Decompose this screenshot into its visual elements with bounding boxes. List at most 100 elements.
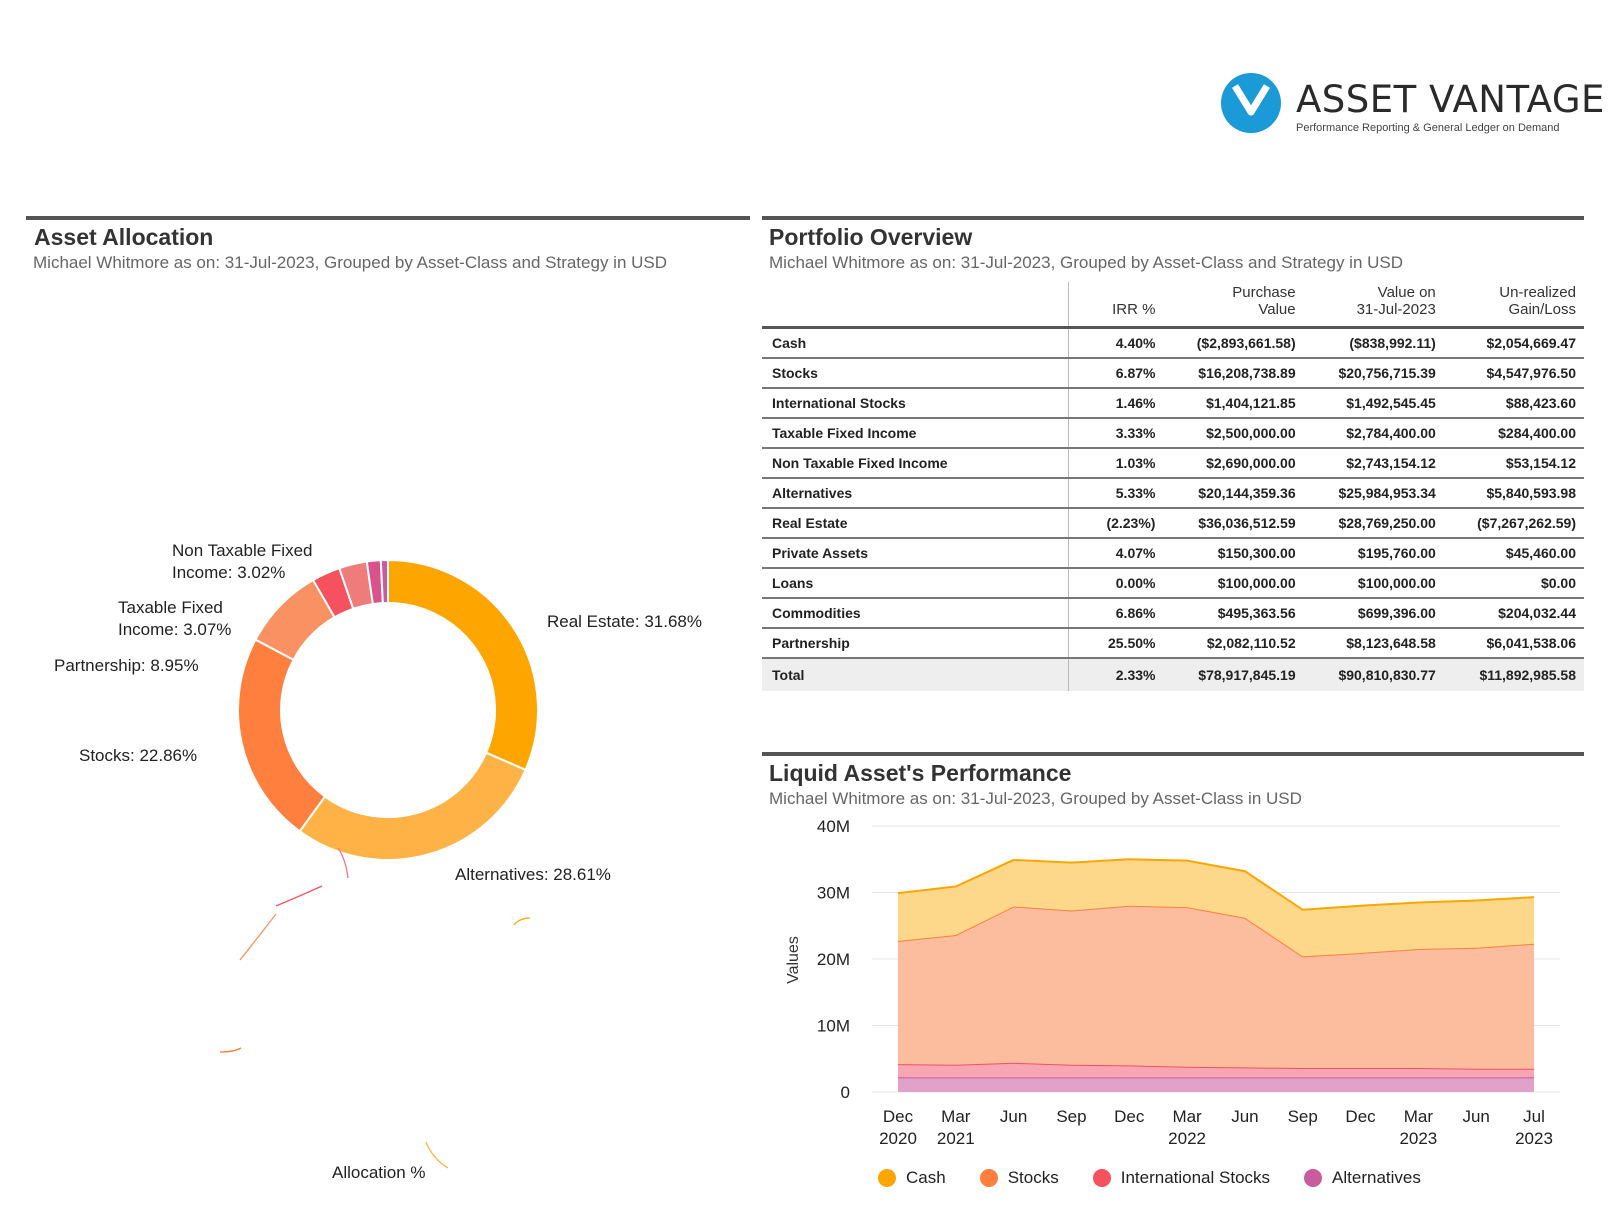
performance-legend: Cash Stocks International Stocks Alternativ… (878, 1168, 1455, 1188)
legend-item-international-stocks[interactable]: International Stocks (1092, 1168, 1270, 1188)
row-irr: 5.33% (1068, 478, 1164, 509)
table-row: Private Assets 4.07% $150,300.00 $195,760.0… (762, 538, 1584, 569)
label-alternatives: Alternatives: 28.61% (455, 865, 611, 884)
row-irr: 4.07% (1068, 538, 1164, 569)
performance-subtitle: Michael Whitmore as on: 31-Jul-2023, Gro… (769, 789, 1302, 808)
legend-label: Alternatives (1332, 1168, 1421, 1187)
row-gain-loss: $45,460.00 (1443, 538, 1584, 569)
x-tick-label-year: 2021 (937, 1129, 975, 1148)
legend-label: Cash (906, 1168, 946, 1187)
table-row: Non Taxable Fixed Income 1.03% $2,690,000.… (762, 448, 1584, 479)
brand-tagline: Performance Reporting & General Ledger o… (1296, 122, 1560, 134)
overview-subtitle: Michael Whitmore as on: 31-Jul-2023, Gro… (769, 253, 1404, 272)
table-row: Alternatives 5.33% $20,144,359.36 $25,984,9… (762, 478, 1584, 509)
row-purchase-value: $36,036,512.59 (1163, 508, 1304, 539)
row-name: Cash (762, 327, 1070, 359)
row-value: $8,123,648.58 (1303, 628, 1444, 659)
row-gain-loss: $88,423.60 (1443, 388, 1584, 419)
donut-slice-real-estate[interactable] (387, 558, 539, 772)
header-value-on-date: Value on 31-Jul-2023 (1303, 282, 1444, 329)
row-gain-loss: $284,400.00 (1443, 418, 1584, 449)
x-tick-label: Jun (1462, 1107, 1489, 1126)
row-irr: 1.46% (1068, 388, 1164, 419)
donut-slice-alternatives[interactable] (298, 751, 527, 861)
x-tick-label-year: 2022 (1168, 1129, 1206, 1148)
row-value: $100,000.00 (1303, 568, 1444, 599)
label-nontaxable-1: Non Taxable Fixed (172, 541, 313, 560)
row-name: Partnership (762, 628, 1070, 659)
area-international-stocks[interactable] (898, 1062, 1534, 1078)
table-row: Commodities 6.86% $495,363.56 $699,396.00 $2… (762, 598, 1584, 629)
label-taxable-1: Taxable Fixed (118, 598, 223, 617)
x-tick-label: Mar (1404, 1107, 1434, 1126)
donut-slice-commodities[interactable] (379, 558, 389, 605)
row-purchase-value: $16,208,738.89 (1163, 358, 1304, 389)
area-stocks[interactable] (898, 905, 1534, 1069)
y-tick-label: 10M (817, 1017, 850, 1036)
row-irr: 2.33% (1068, 657, 1164, 691)
row-gain-loss: ($7,267,262.59) (1443, 508, 1584, 539)
row-irr: 3.33% (1068, 418, 1164, 449)
performance-title: Liquid Asset's Performance (769, 760, 1072, 786)
row-irr: (2.23%) (1068, 508, 1164, 539)
row-gain-loss: $5,840,593.98 (1443, 478, 1584, 509)
y-tick-label: 30M (817, 884, 850, 903)
row-irr: 0.00% (1068, 568, 1164, 599)
header-purchase-value: Purchase Value (1163, 282, 1304, 329)
row-purchase-value: $1,404,121.85 (1163, 388, 1304, 419)
x-tick-label: Dec (1345, 1107, 1376, 1126)
legend-item-cash[interactable]: Cash (878, 1168, 946, 1188)
legend-item-alternatives[interactable]: Alternatives (1304, 1168, 1421, 1188)
x-tick-label: Jun (1000, 1107, 1027, 1126)
row-purchase-value: $150,300.00 (1163, 538, 1304, 569)
table-total-row: Total 2.33% $78,917,845.19 $90,810,830.77 $1… (762, 657, 1584, 691)
legend-dot-icon (979, 1169, 998, 1187)
table-row: Stocks 6.87% $16,208,738.89 $20,756,715.39 $… (762, 358, 1584, 389)
legend-dot-icon (1092, 1169, 1111, 1187)
table-row: International Stocks 1.46% $1,404,121.85 $1… (762, 388, 1584, 419)
label-stocks: Stocks: 22.86% (79, 746, 198, 765)
row-irr: 6.87% (1068, 358, 1164, 389)
label-nontaxable-2: Income: 3.02% (172, 563, 286, 582)
row-gain-loss: $53,154.12 (1443, 448, 1584, 479)
row-gain-loss: $4,547,976.50 (1443, 358, 1584, 389)
table-header-row: IRR % Purchase Value Value on 31-Jul-2023 … (762, 282, 1584, 329)
row-gain-loss: $0.00 (1443, 568, 1584, 599)
y-axis-label: Values (785, 936, 802, 984)
row-value: $90,810,830.77 (1303, 657, 1444, 691)
row-purchase-value: $20,144,359.36 (1163, 478, 1304, 509)
legend-dot-icon (1304, 1169, 1323, 1187)
table-row: Loans 0.00% $100,000.00 $100,000.00 $0.00 (762, 568, 1584, 599)
row-name: Taxable Fixed Income (762, 418, 1070, 449)
row-name: Private Assets (762, 538, 1070, 569)
row-gain-loss: $6,041,538.06 (1443, 628, 1584, 659)
table-row: Taxable Fixed Income 3.33% $2,500,000.00 $2… (762, 418, 1584, 449)
row-name: Real Estate (762, 508, 1070, 539)
allocation-caption: Allocation % (332, 1163, 426, 1182)
x-tick-label-year: 2020 (879, 1129, 917, 1148)
x-tick-label-year: 2023 (1399, 1129, 1437, 1148)
row-irr: 25.50% (1068, 628, 1164, 659)
donut-slice-stocks[interactable] (237, 638, 327, 833)
legend-item-stocks[interactable]: Stocks (979, 1168, 1059, 1188)
row-name: Alternatives (762, 478, 1070, 509)
overview-title: Portfolio Overview (769, 224, 973, 250)
leader-nontaxable (337, 847, 349, 879)
leader-partnership (239, 913, 277, 961)
x-tick-label: Jun (1231, 1107, 1258, 1126)
row-name: Commodities (762, 598, 1070, 629)
x-tick-label-year: 2023 (1515, 1129, 1553, 1148)
row-name: Loans (762, 568, 1070, 599)
row-value: $1,492,545.45 (1303, 388, 1444, 419)
area-alternatives[interactable] (898, 1077, 1534, 1092)
logo-v (1232, 84, 1270, 116)
brand-name: ASSET VANTAGE (1296, 78, 1605, 121)
asset-vantage-logo: ASSET VANTAGE Performance Reporting & Ge… (1216, 68, 1604, 138)
row-irr: 4.40% (1068, 327, 1164, 359)
performance-area-chart: 0 10M 20M 30M 40M Dec 2020 Mar 2021 Jun Sep Dec Mar… (785, 817, 1560, 1148)
row-name: Stocks (762, 358, 1070, 389)
header-unrealized-gain: Un-realized Gain/Loss (1443, 282, 1584, 329)
allocation-subtitle: Michael Whitmore as on: 31-Jul-2023, Gro… (33, 253, 668, 272)
row-gain-loss: $2,054,669.47 (1443, 327, 1584, 359)
area-cash[interactable] (898, 859, 1534, 957)
